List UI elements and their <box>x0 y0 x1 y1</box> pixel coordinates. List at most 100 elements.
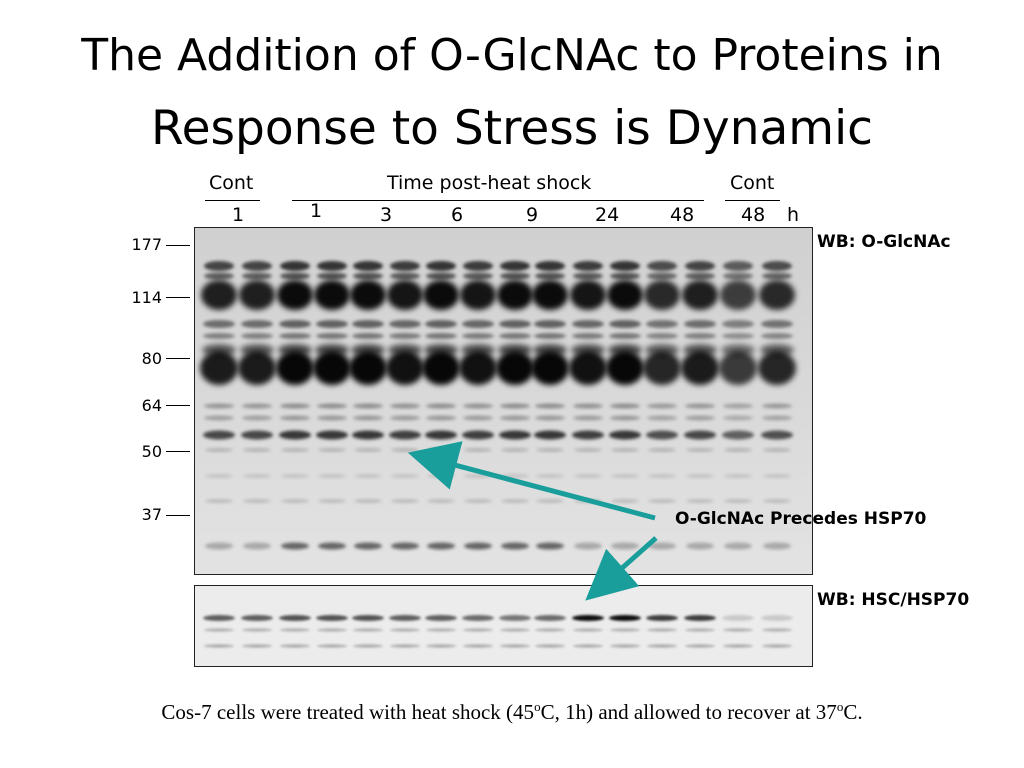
mw-marker-tick <box>166 297 190 298</box>
blot-band <box>353 272 383 280</box>
blot-band <box>610 272 640 280</box>
blot-band <box>391 499 419 503</box>
blot-band <box>534 333 566 339</box>
blot-band <box>391 542 419 550</box>
time-unit-label: h <box>787 204 800 226</box>
blot-band <box>759 280 795 310</box>
blot-band <box>464 542 492 550</box>
control-label-left: Cont <box>209 172 254 194</box>
time-post-heat-shock-label: Time post-heat shock <box>387 172 592 194</box>
lane-time-label: 1 <box>310 200 323 222</box>
blot-band <box>719 351 757 385</box>
hsp70-blot-lanes <box>203 615 793 648</box>
blot-band <box>532 280 568 310</box>
blot-band <box>353 403 383 409</box>
blot-band <box>606 351 644 385</box>
control-right-underline <box>725 200 780 201</box>
blot-band <box>279 615 311 621</box>
blot-band <box>611 474 639 478</box>
blot-band <box>281 474 309 478</box>
lane-time-label: 24 <box>595 204 620 226</box>
blot-band <box>349 351 387 385</box>
blot-band <box>316 320 348 328</box>
blot-band <box>354 448 382 452</box>
blot-band <box>425 615 457 621</box>
mw-marker-label: 80 <box>141 349 162 368</box>
mw-marker-label: 64 <box>141 396 162 415</box>
blot-band <box>242 415 272 421</box>
blot-band <box>390 415 420 421</box>
blot-band <box>501 448 529 452</box>
blot-band <box>647 261 677 271</box>
blot-band <box>723 261 753 271</box>
blot-band <box>761 320 793 328</box>
blot-band <box>573 644 603 648</box>
blot-band <box>279 430 311 440</box>
blot-band <box>762 415 792 421</box>
blot-band <box>724 448 752 452</box>
blot-band <box>499 320 531 328</box>
blot-band <box>422 351 460 385</box>
blot-band <box>501 542 529 550</box>
blot-band <box>763 499 791 503</box>
blot-band <box>280 644 310 648</box>
blot-band <box>241 320 273 328</box>
blot-band <box>763 474 791 478</box>
blot-band <box>316 333 348 339</box>
mw-marker-label: 114 <box>131 288 162 307</box>
blot-band <box>609 333 641 339</box>
blot-band <box>611 542 639 550</box>
blot-band <box>500 272 530 280</box>
blot-band <box>686 499 714 503</box>
arrow-to-oglcnac-band <box>407 441 656 521</box>
blot-band <box>758 351 796 385</box>
blot-band <box>534 320 566 328</box>
blot-band <box>427 499 455 503</box>
blot-band <box>686 448 714 452</box>
blot-band <box>353 261 383 271</box>
blot-band <box>572 430 604 440</box>
mw-marker-label: 37 <box>141 505 162 524</box>
blot-band <box>647 644 677 648</box>
blot-band <box>536 474 564 478</box>
blot-band <box>610 261 640 271</box>
blot-band <box>318 542 346 550</box>
blot-band <box>462 430 494 440</box>
blot-band <box>535 272 565 280</box>
caption-degree-sup: o <box>836 699 844 714</box>
blot-band <box>535 628 565 632</box>
blot-band <box>426 272 456 280</box>
blot-band <box>390 628 420 632</box>
blot-band <box>426 644 456 648</box>
blot-band <box>573 261 603 271</box>
blot-band <box>386 351 424 385</box>
blot-band <box>464 499 492 503</box>
blot-band <box>463 415 493 421</box>
blot-band <box>724 499 752 503</box>
blot-band <box>426 415 456 421</box>
blot-band <box>535 644 565 648</box>
blot-band <box>281 448 309 452</box>
caption-text: C. <box>843 700 863 724</box>
blot-band <box>574 474 602 478</box>
blot-band <box>462 320 494 328</box>
blot-band <box>499 333 531 339</box>
blot-band <box>243 448 271 452</box>
blot-band <box>609 430 641 440</box>
blot-band <box>239 280 275 310</box>
blot-band <box>281 542 309 550</box>
blot-band <box>353 415 383 421</box>
blot-band <box>204 415 234 421</box>
blot-band <box>762 628 792 632</box>
blot-band <box>573 628 603 632</box>
blot-band <box>648 448 676 452</box>
blot-band <box>242 644 272 648</box>
blot-band <box>499 615 531 621</box>
blot-band <box>277 280 313 310</box>
blot-band <box>536 499 564 503</box>
slide-title-line1: The Addition of O-GlcNAc to Proteins in <box>81 30 943 81</box>
blot-band <box>317 415 347 421</box>
blot-band <box>499 430 531 440</box>
blot-band <box>573 415 603 421</box>
